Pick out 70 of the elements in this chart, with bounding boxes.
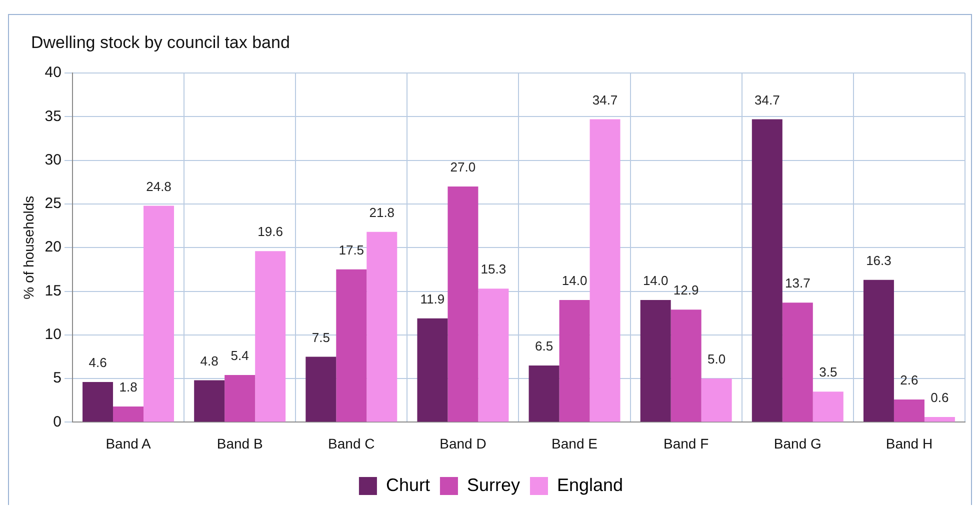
- data-label: 12.9: [673, 282, 699, 298]
- bar: [701, 378, 732, 422]
- bar: [863, 280, 894, 422]
- bar: [417, 318, 448, 422]
- y-tick-label: 5: [53, 370, 62, 387]
- y-tick-label: 25: [44, 195, 62, 212]
- data-label: 14.0: [642, 273, 668, 288]
- bar: [812, 392, 844, 422]
- y-axis-title: % of households: [20, 196, 36, 300]
- bar: [82, 382, 114, 422]
- x-tick-label: Band C: [328, 435, 375, 452]
- data-label: 2.6: [900, 372, 918, 388]
- bar: [528, 365, 560, 422]
- y-tick-label: 15: [44, 282, 62, 300]
- data-label: 5.0: [708, 352, 726, 367]
- x-tick-label: Band G: [774, 435, 822, 452]
- bar: [478, 288, 509, 422]
- bar: [448, 186, 478, 422]
- bar: [752, 119, 782, 422]
- bar: [306, 356, 336, 422]
- bar: [113, 406, 144, 422]
- bar: [224, 375, 256, 422]
- x-tick-label: Band D: [440, 435, 486, 452]
- data-label: 16.3: [866, 252, 892, 268]
- data-label: 19.6: [258, 224, 283, 240]
- data-label: 11.9: [420, 291, 445, 306]
- data-label: 13.7: [784, 276, 810, 291]
- bar: [670, 310, 702, 422]
- data-label: 14.0: [562, 273, 588, 288]
- y-tick-label: 20: [44, 238, 62, 256]
- data-label: 6.5: [534, 338, 554, 354]
- data-label: 5.4: [230, 348, 249, 364]
- bar: [590, 119, 620, 422]
- bar: [336, 269, 367, 422]
- bar: [559, 300, 590, 422]
- y-tick-label: 40: [44, 64, 62, 82]
- data-label: 24.8: [146, 178, 172, 194]
- y-tick-label: 35: [44, 108, 62, 125]
- legend-label: Surrey: [466, 474, 520, 495]
- x-tick-label: Band A: [106, 435, 152, 452]
- y-tick-label: 30: [44, 151, 62, 168]
- data-label: 34.7: [754, 92, 780, 108]
- bar: [924, 416, 955, 422]
- bar: [255, 251, 286, 422]
- x-tick-label: Band B: [216, 435, 263, 452]
- bar: [782, 302, 813, 422]
- data-label: 4.8: [200, 353, 218, 368]
- data-label: 7.5: [312, 330, 330, 345]
- legend-label: England: [556, 474, 624, 495]
- x-tick-label: Band F: [664, 435, 709, 452]
- data-label: 0.6: [930, 390, 949, 406]
- bar: [194, 380, 225, 422]
- data-label: 17.5: [338, 242, 364, 258]
- x-tick-label: Band E: [552, 435, 598, 452]
- legend-label: Churt: [386, 474, 430, 495]
- x-tick-label: Band H: [886, 435, 933, 452]
- data-label: 34.7: [592, 92, 618, 108]
- bar: [894, 400, 924, 422]
- bar: [366, 232, 398, 422]
- data-label: 1.8: [119, 380, 138, 395]
- data-label: 3.5: [819, 364, 838, 380]
- data-label: 27.0: [450, 160, 476, 175]
- data-label: 15.3: [480, 262, 506, 277]
- chart-title: Dwelling stock by council tax band: [31, 33, 290, 53]
- y-tick-label: 0: [53, 413, 62, 430]
- bar: [640, 300, 671, 422]
- y-tick-label: 10: [44, 326, 62, 344]
- data-label: 21.8: [369, 204, 395, 220]
- bar: [144, 206, 174, 422]
- data-label: 4.6: [88, 355, 107, 370]
